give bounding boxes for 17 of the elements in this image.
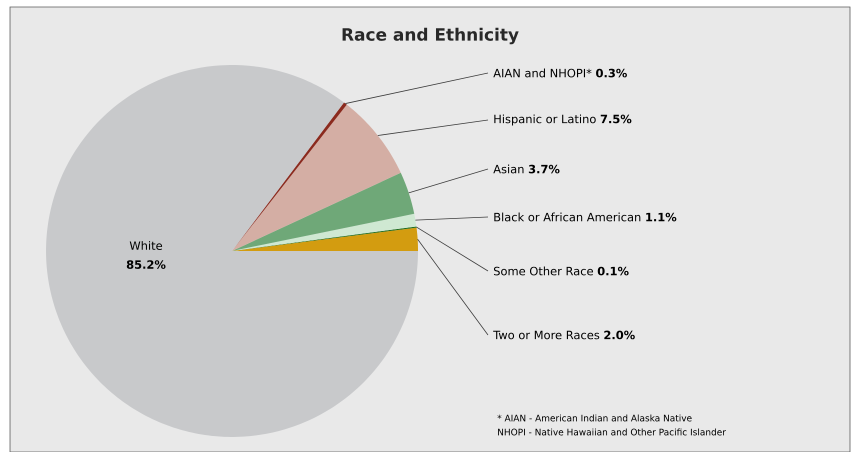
- text: * AIAN - American Indian and Alaska Native: [497, 414, 692, 422]
- data-label: 3.7%: [528, 164, 560, 174]
- slice-label: Two or More Races: [493, 330, 600, 340]
- text: NHOPI - Native Hawaiian and Other Pacific Islander: [498, 428, 726, 436]
- data-label: 85.2%: [126, 260, 166, 269]
- data-label: 0.1%: [598, 266, 629, 276]
- slice-label: White: [130, 240, 162, 250]
- slice-label: Hispanic or Latino: [494, 114, 596, 126]
- slice-label: Asian: [493, 164, 524, 174]
- data-label: 0.3%: [596, 68, 627, 78]
- data-label: 2.0%: [604, 330, 635, 340]
- data-label: 7.5%: [600, 114, 632, 124]
- data-label: 1.1%: [646, 212, 676, 222]
- slice-label: Some Other Race: [494, 266, 593, 276]
- chart-title: Race and Ethnicity: [342, 28, 519, 44]
- slice-label: Black or African American: [494, 212, 640, 222]
- slice-label: AIAN and NHOPI*: [493, 68, 592, 78]
